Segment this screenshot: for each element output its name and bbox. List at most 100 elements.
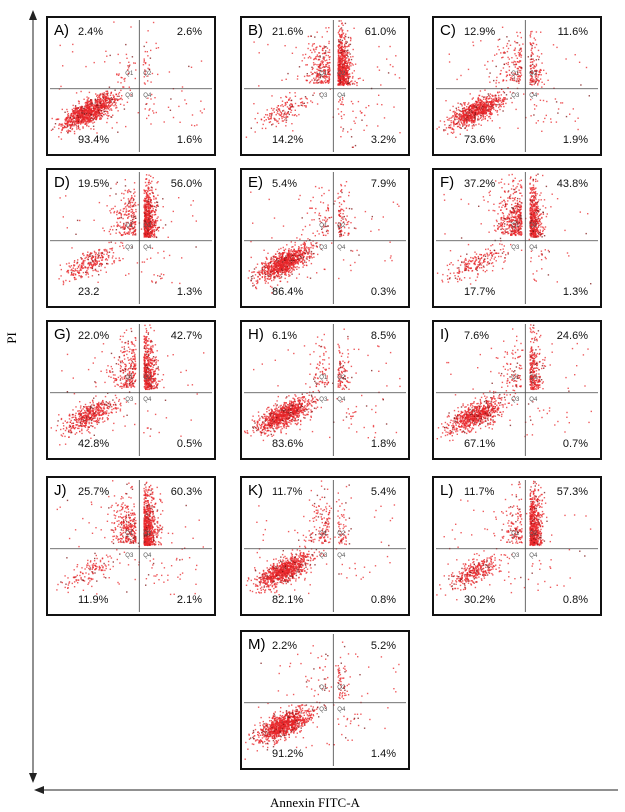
- event-dot: [529, 79, 532, 82]
- event-dot: [145, 225, 147, 227]
- event-dot: [122, 217, 124, 220]
- event-dot: [133, 227, 135, 229]
- event-dot: [50, 129, 53, 131]
- event-dot: [277, 110, 279, 112]
- event-dot: [344, 66, 346, 69]
- event-dot: [478, 108, 480, 111]
- event-dot: [133, 216, 135, 218]
- event-dot: [143, 192, 145, 194]
- event-dot: [515, 55, 517, 57]
- event-dot: [479, 108, 482, 110]
- event-dot: [510, 77, 513, 79]
- event-dot: [152, 219, 154, 221]
- event-dot: [490, 102, 492, 104]
- event-dot: [344, 62, 346, 64]
- event-dot: [147, 186, 149, 188]
- event-dot: [348, 65, 350, 67]
- event-dot: [118, 91, 121, 94]
- event-dot: [344, 65, 347, 67]
- event-dot: [79, 106, 81, 108]
- event-dot: [203, 108, 205, 110]
- event-dot: [261, 276, 263, 279]
- event-dot: [115, 232, 117, 234]
- event-dot: [80, 257, 82, 259]
- event-dot: [90, 128, 92, 130]
- event-dot: [546, 100, 548, 103]
- event-dot: [494, 94, 497, 96]
- event-dot: [274, 118, 276, 120]
- event-dot: [85, 102, 87, 104]
- event-dot: [357, 78, 360, 80]
- event-dot: [149, 108, 151, 110]
- event-dot: [365, 106, 367, 109]
- event-dot: [123, 104, 125, 106]
- y-axis-arrow-top: [29, 10, 37, 20]
- event-dot: [472, 117, 475, 119]
- event-dot: [245, 136, 248, 138]
- event-dot: [319, 63, 322, 65]
- event-dot: [533, 65, 535, 67]
- event-dot: [456, 113, 458, 115]
- event-dot: [123, 247, 125, 249]
- event-dot: [76, 122, 78, 125]
- event-dot: [103, 230, 105, 232]
- event-dot: [144, 200, 147, 203]
- event-dot: [345, 53, 347, 55]
- event-dot: [111, 247, 114, 249]
- event-dot: [82, 252, 84, 255]
- event-dot: [341, 67, 343, 70]
- event-dot: [148, 210, 150, 212]
- event-dot: [351, 77, 354, 79]
- event-dot: [291, 105, 293, 107]
- event-dot: [79, 108, 81, 110]
- event-dot: [67, 115, 70, 117]
- event-dot: [350, 100, 353, 103]
- event-dot: [512, 92, 514, 94]
- event-dot: [103, 249, 105, 251]
- event-dot: [316, 103, 319, 105]
- event-dot: [463, 122, 465, 124]
- event-dot: [284, 113, 286, 115]
- event-dot: [85, 113, 88, 116]
- event-dot: [345, 46, 347, 48]
- event-dot: [490, 109, 492, 111]
- event-dot: [302, 255, 304, 257]
- event-dot: [536, 78, 538, 80]
- event-dot: [474, 115, 477, 117]
- event-dot: [148, 232, 151, 234]
- event-dot: [72, 112, 74, 114]
- event-dot: [471, 118, 473, 121]
- event-dot: [120, 241, 122, 244]
- event-dot: [473, 114, 475, 116]
- event-dot: [147, 207, 150, 209]
- event-dot: [311, 51, 313, 54]
- event-dot: [85, 256, 87, 259]
- event-dot: [149, 212, 151, 214]
- event-dot: [287, 259, 290, 262]
- event-dot: [458, 121, 460, 123]
- event-dot: [130, 215, 133, 217]
- event-dot: [488, 110, 490, 112]
- event-dot: [283, 113, 286, 115]
- event-dot: [150, 217, 152, 220]
- event-dot: [475, 124, 477, 126]
- event-dot: [327, 70, 329, 72]
- event-dot: [141, 261, 144, 263]
- event-dot: [467, 115, 469, 117]
- event-dot: [72, 111, 74, 113]
- event-dot: [348, 43, 350, 46]
- event-dot: [324, 52, 326, 55]
- event-dot: [95, 107, 97, 110]
- event-dot: [132, 222, 134, 224]
- event-dot: [529, 83, 531, 85]
- event-dot: [353, 70, 355, 72]
- event-dot: [320, 61, 322, 63]
- event-dot: [328, 76, 330, 79]
- event-dot: [145, 227, 147, 229]
- event-dot: [340, 51, 342, 54]
- event-dot: [482, 105, 484, 108]
- event-dot: [481, 111, 483, 114]
- quadrant-tag-q1: Q1: [125, 222, 134, 229]
- event-dot: [514, 40, 516, 43]
- event-dot: [128, 205, 130, 208]
